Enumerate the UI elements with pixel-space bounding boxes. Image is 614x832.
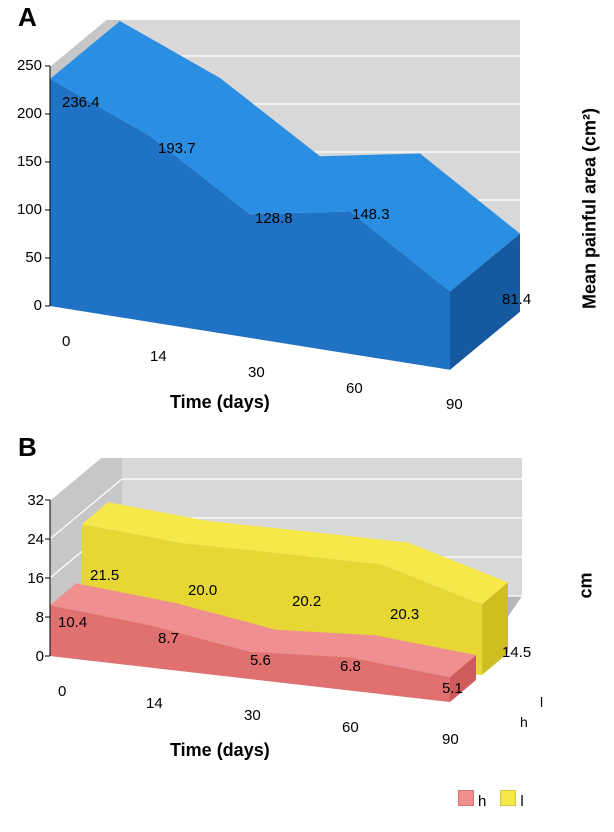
b-h-val-0: 10.4	[58, 614, 87, 631]
a-val-4: 81.4	[502, 291, 531, 308]
b-xtick-3: 60	[342, 719, 359, 736]
b-ylabel-right: cm	[576, 556, 597, 616]
b-h-val-2: 5.6	[250, 652, 271, 669]
b-h-val-4: 5.1	[442, 680, 463, 697]
a-xtick-4: 90	[446, 396, 463, 413]
b-xtick-0: 0	[58, 683, 66, 700]
b-depth-l: l	[540, 694, 543, 710]
a-val-3: 148.3	[352, 206, 390, 223]
a-ytick-1: 50	[14, 249, 42, 266]
b-xtick-1: 14	[146, 695, 163, 712]
a-xlabel: Time (days)	[170, 392, 270, 413]
a-ytick-0: 0	[14, 297, 42, 314]
b-l-val-2: 20.2	[292, 593, 321, 610]
b-depth-h: h	[520, 714, 528, 730]
legend-text-l: l	[520, 793, 523, 810]
legend-item-h: h	[458, 790, 486, 810]
b-xtick-4: 90	[442, 731, 459, 748]
a-xtick-0: 0	[62, 333, 70, 350]
panel-b-chart	[0, 458, 614, 778]
a-xtick-1: 14	[150, 348, 167, 365]
panel-a-chart	[0, 20, 614, 420]
legend-item-l: l	[500, 790, 523, 810]
a-ytick-4: 200	[6, 105, 42, 122]
figure: A 0 50 100 150 200 250 0 14 30 60 90 Tim…	[0, 0, 614, 832]
b-xlabel: Time (days)	[170, 740, 270, 761]
b-l-val-0: 21.5	[90, 567, 119, 584]
legend: h l	[458, 790, 524, 810]
a-xtick-2: 30	[248, 364, 265, 381]
b-ytick-4: 32	[14, 492, 44, 509]
a-ytick-5: 250	[6, 57, 42, 74]
b-ytick-3: 24	[14, 531, 44, 548]
a-val-2: 128.8	[255, 210, 293, 227]
a-ylabel-right: Mean painful area (cm²)	[580, 89, 601, 329]
legend-text-h: h	[478, 793, 486, 810]
b-ytick-0: 0	[22, 648, 44, 665]
b-l-val-3: 20.3	[390, 606, 419, 623]
a-val-0: 236.4	[62, 94, 100, 111]
a-ytick-3: 150	[6, 153, 42, 170]
b-l-val-1: 20.0	[188, 582, 217, 599]
b-l-val-4: 14.5	[502, 644, 531, 661]
a-xtick-3: 60	[346, 380, 363, 397]
b-ytick-1: 8	[22, 609, 44, 626]
a-val-1: 193.7	[158, 140, 196, 157]
b-ytick-2: 16	[14, 570, 44, 587]
b-xtick-2: 30	[244, 707, 261, 724]
b-h-val-3: 6.8	[340, 658, 361, 675]
b-h-val-1: 8.7	[158, 630, 179, 647]
a-ytick-2: 100	[6, 201, 42, 218]
